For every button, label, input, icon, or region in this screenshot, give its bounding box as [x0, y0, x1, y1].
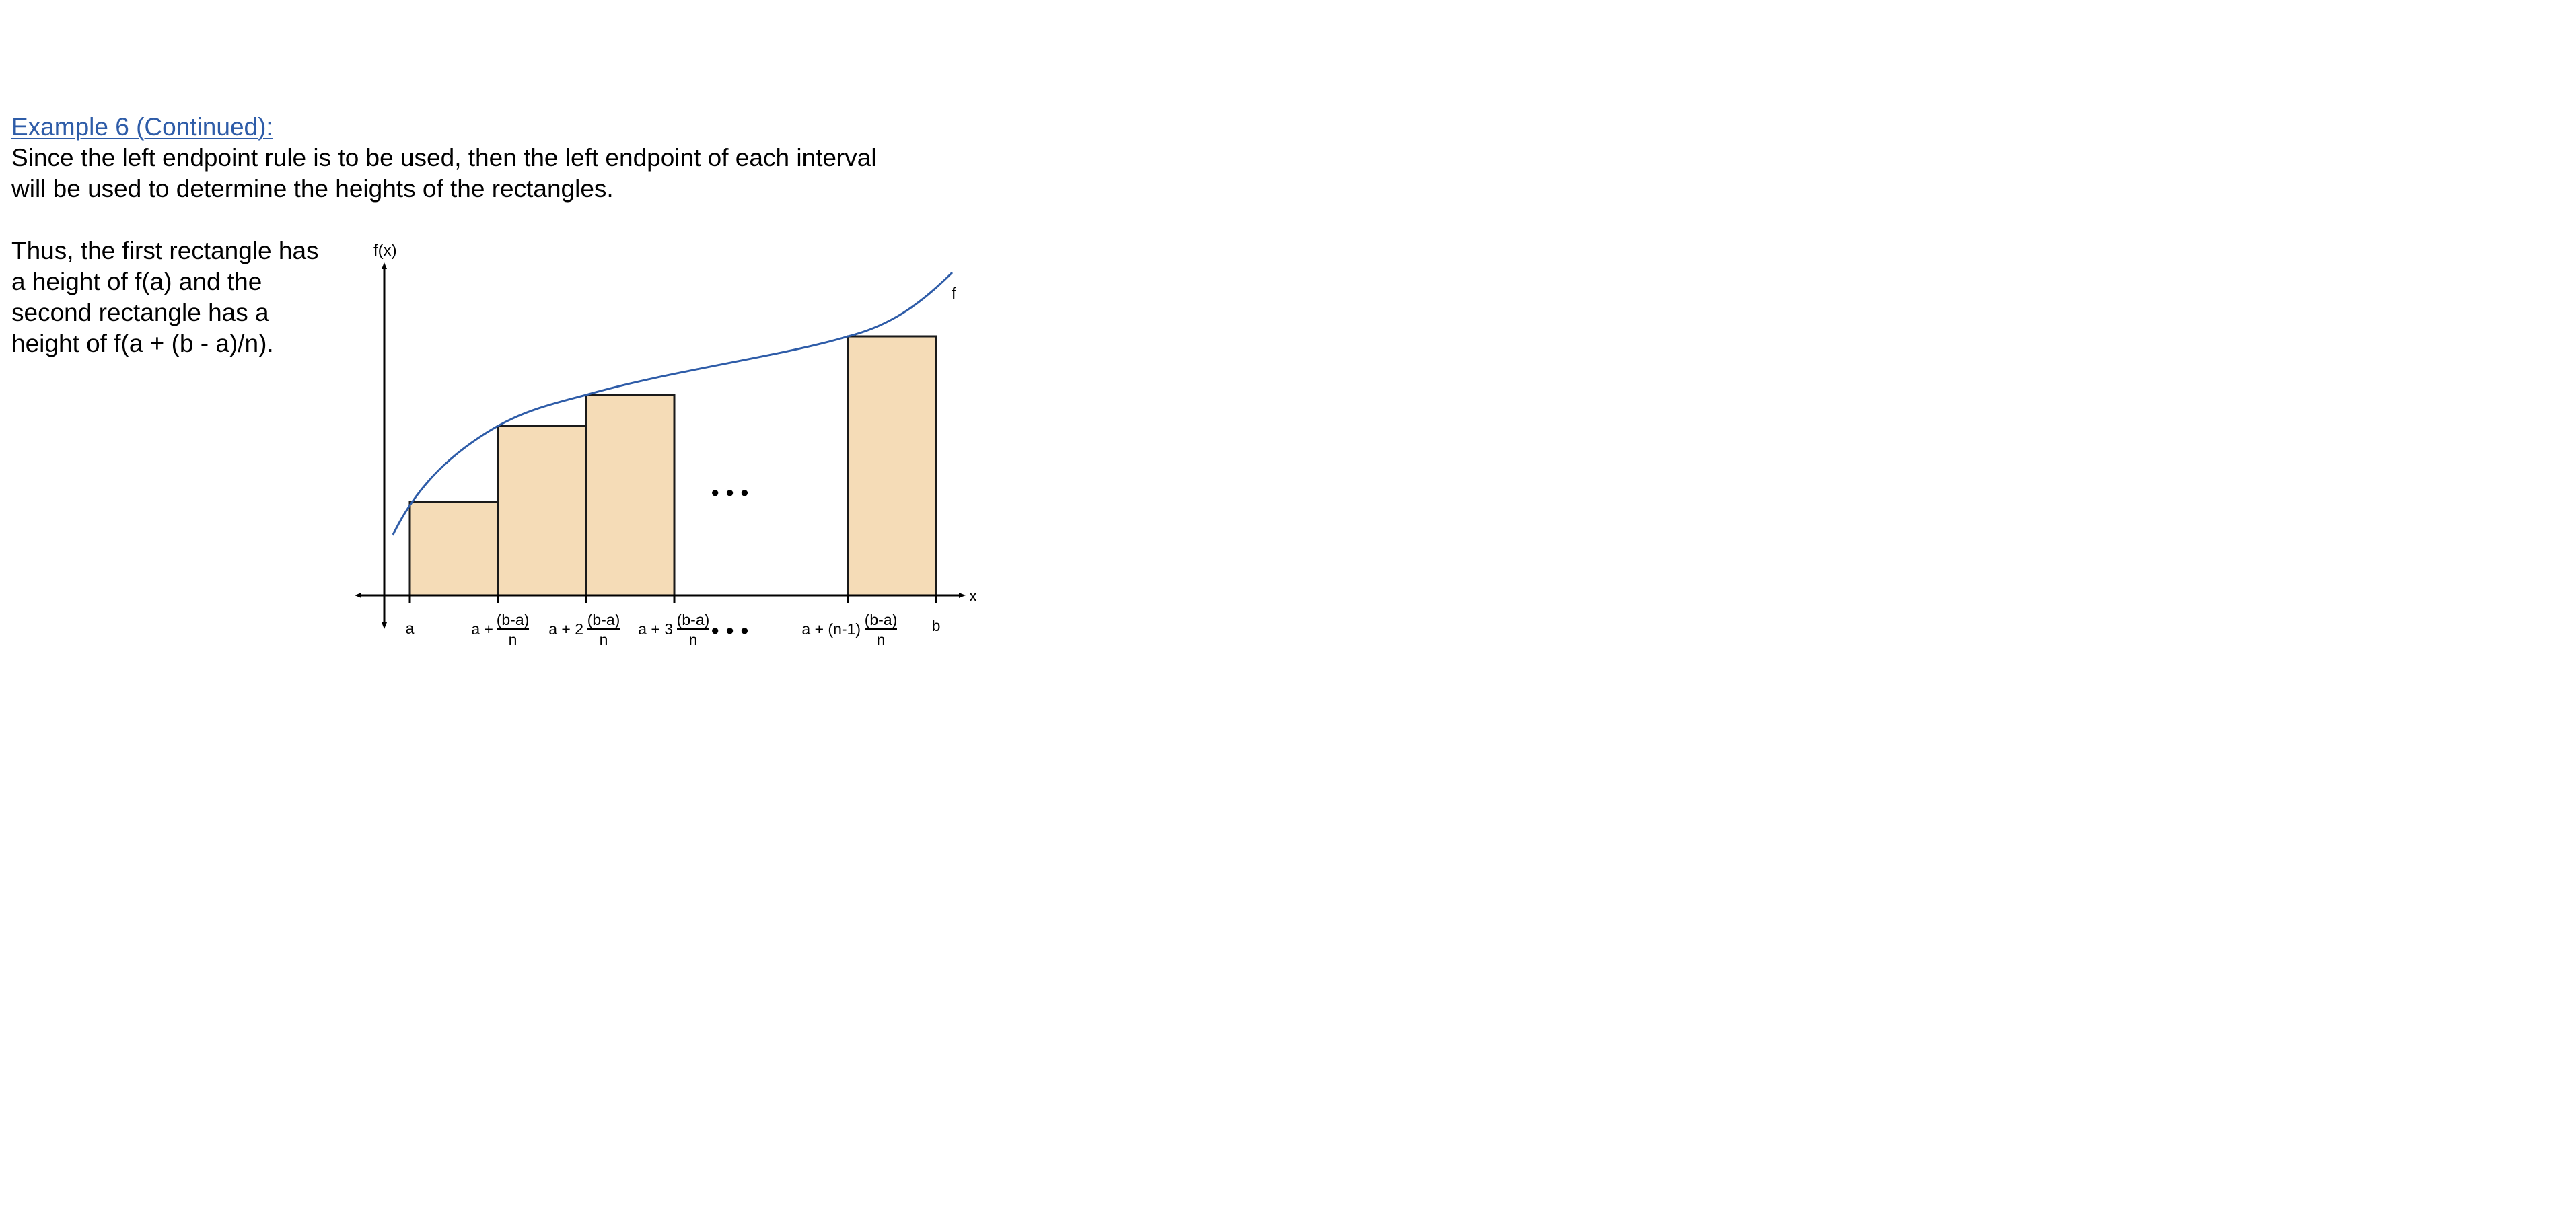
svg-text:(b-a): (b-a)	[587, 611, 620, 628]
svg-text:a + (n-1): a + (n-1)	[801, 620, 861, 638]
paragraph-line: Since the left endpoint rule is to be us…	[11, 144, 877, 172]
svg-text:n: n	[689, 631, 698, 649]
y-axis-label: f(x)	[373, 242, 397, 260]
function-curve	[392, 271, 954, 536]
paragraph-line: second rectangle has a	[11, 299, 269, 326]
curve-label: f	[952, 285, 956, 303]
svg-text:n: n	[600, 631, 608, 649]
svg-text:n: n	[877, 631, 886, 649]
rectangle-last	[847, 335, 937, 597]
tick-label-n-minus-1: a + (n-1) (b-a) n	[801, 611, 897, 649]
middle-ellipsis: •••	[709, 481, 753, 507]
tick-label-1: a + (b-a) n	[471, 611, 529, 649]
paragraph-line: height of f(a + (b - a)/n).	[11, 330, 274, 357]
svg-text:(b-a): (b-a)	[497, 611, 530, 628]
example-heading: Example 6 (Continued):	[11, 113, 273, 141]
tick-label-b: b	[932, 617, 941, 634]
paragraph-line: a height of f(a) and the	[11, 268, 262, 295]
svg-text:a + 2: a + 2	[548, 620, 583, 638]
paragraph-line: will be used to determine the heights of…	[11, 175, 614, 202]
rectangle-2	[497, 425, 587, 597]
tick-ellipsis: •••	[709, 619, 753, 645]
explanation-paragraph: Since the left endpoint rule is to be us…	[11, 143, 877, 205]
x-axis-label: x	[969, 587, 977, 605]
svg-text:n: n	[509, 631, 517, 649]
rectangle-1	[408, 501, 499, 597]
rectangle-3	[585, 394, 676, 597]
svg-text:(b-a): (b-a)	[865, 611, 898, 628]
tick-label-a: a	[406, 620, 415, 637]
tick-label-2: a + 2 (b-a) n	[548, 611, 620, 649]
left-endpoint-riemann-diagram: f(x) x f ••• a a + (b-a) n a + 2 (b-a) n…	[355, 242, 977, 649]
tick-label-3: a + 3 (b-a) n	[638, 611, 709, 649]
svg-text:a + 3: a + 3	[638, 620, 673, 638]
svg-text:a +: a +	[471, 620, 493, 638]
paragraph-line: Thus, the first rectangle has	[11, 237, 319, 264]
svg-text:(b-a): (b-a)	[677, 611, 710, 628]
rectangle-height-paragraph: Thus, the first rectangle has a height o…	[11, 235, 319, 359]
